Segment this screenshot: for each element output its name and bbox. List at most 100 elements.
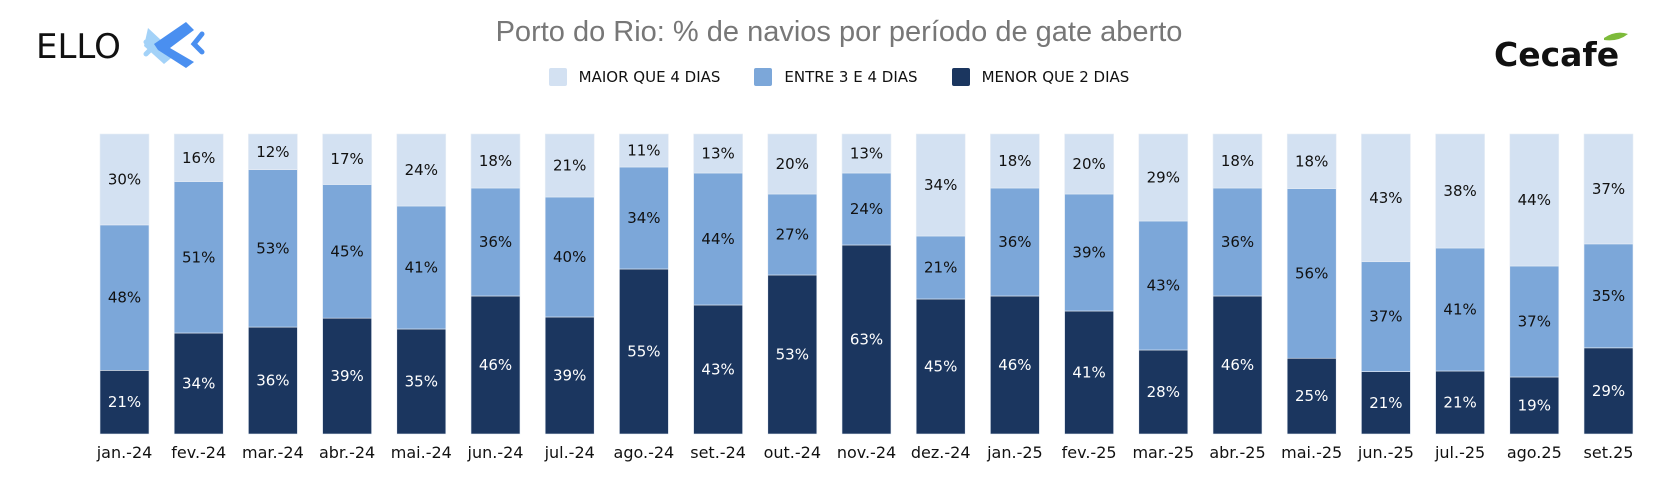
legend-swatch — [754, 68, 773, 86]
legend-swatch — [951, 68, 970, 86]
data-label: 53% — [256, 239, 289, 257]
bar-segment — [990, 295, 1040, 435]
data-label: 39% — [1072, 244, 1105, 262]
data-label: 25% — [1295, 387, 1328, 405]
bar-segment — [248, 133, 298, 170]
data-label: 53% — [776, 346, 809, 364]
bar-segment — [248, 326, 298, 435]
data-label: 46% — [1221, 356, 1254, 374]
x-tick-label: jun.-25 — [1357, 443, 1414, 462]
data-label: 37% — [1592, 180, 1625, 198]
data-label: 41% — [1072, 364, 1105, 382]
x-tick-label: set.-24 — [690, 443, 746, 462]
bar-segment — [1212, 295, 1263, 435]
bar-segment — [841, 133, 892, 174]
bar-segment — [1361, 133, 1411, 263]
data-label: 41% — [1443, 301, 1476, 319]
legend-item: MAIOR QUE 4 DIAS — [548, 68, 720, 86]
x-tick-label: mai.-25 — [1281, 443, 1342, 462]
data-label: 24% — [405, 161, 438, 179]
bar-segment — [1509, 376, 1560, 435]
bar-segment — [915, 235, 966, 300]
chart-title: Porto do Rio: % de navios por período de… — [495, 16, 1183, 48]
x-tick-label: mai.-24 — [391, 443, 452, 462]
bar-segment — [322, 133, 372, 185]
x-tick-label: abr.-25 — [1209, 443, 1265, 462]
bar-segment — [396, 205, 447, 330]
bar-segment — [841, 172, 892, 246]
x-tick-label: jul.-24 — [544, 443, 595, 462]
data-label: 44% — [1518, 191, 1551, 209]
legend-swatch — [548, 68, 567, 86]
bar-segment — [173, 332, 224, 435]
data-label: 55% — [627, 343, 660, 361]
bar-segment — [1583, 347, 1634, 435]
bar-segment — [1138, 349, 1189, 435]
x-tick-label: mar.-25 — [1132, 443, 1194, 462]
data-label: 36% — [1221, 233, 1254, 251]
data-label: 21% — [553, 157, 586, 175]
data-label: 35% — [405, 373, 438, 391]
bar-segment — [1064, 133, 1114, 195]
bar-segment — [1064, 310, 1114, 435]
data-label: 43% — [1369, 189, 1402, 207]
bar-segment — [915, 133, 966, 237]
bar-segment — [99, 133, 150, 226]
data-label: 34% — [182, 375, 215, 393]
x-tick-label: abr.-24 — [319, 443, 375, 462]
bar-segment — [1138, 133, 1189, 222]
data-label: 36% — [998, 233, 1031, 251]
data-label: 63% — [850, 331, 883, 349]
data-label: 43% — [1147, 277, 1180, 295]
data-label: 41% — [405, 259, 438, 277]
data-label: 11% — [627, 142, 660, 160]
data-label: 28% — [1147, 383, 1180, 401]
data-label: 27% — [776, 226, 809, 244]
bar-segment — [841, 244, 892, 435]
data-label: 34% — [627, 209, 660, 227]
data-label: 13% — [850, 145, 883, 163]
data-label: 17% — [330, 150, 363, 168]
data-label: 29% — [1147, 169, 1180, 187]
data-label: 36% — [256, 372, 289, 390]
bar-segment — [990, 187, 1040, 297]
data-label: 24% — [850, 200, 883, 218]
bar-segment — [173, 133, 224, 182]
data-label: 12% — [256, 143, 289, 161]
svg-text:ELLO: ELLO — [36, 27, 121, 67]
bar-segment — [1138, 220, 1189, 351]
bar-segment — [693, 304, 743, 435]
bar-segment — [1435, 370, 1485, 435]
bar-segment — [248, 169, 298, 328]
data-label: 18% — [1221, 152, 1254, 170]
data-label: 18% — [479, 152, 512, 170]
data-label: 37% — [1369, 308, 1402, 326]
data-label: 34% — [924, 176, 957, 194]
data-label: 21% — [1443, 394, 1476, 412]
x-tick-label: fev.-24 — [171, 443, 226, 462]
data-label: 18% — [1295, 152, 1328, 170]
legend: MAIOR QUE 4 DIAS ENTRE 3 E 4 DIAS MENOR QU… — [0, 68, 1678, 86]
data-label: 46% — [998, 356, 1031, 374]
legend-label: MENOR QUE 2 DIAS — [981, 68, 1130, 86]
x-tick-label: jun.-24 — [467, 443, 524, 462]
bar-segment — [1583, 133, 1634, 245]
bar-segment — [619, 133, 669, 168]
bar-segment — [767, 274, 818, 435]
x-tick-label: dez.-24 — [911, 443, 971, 462]
bar-segment — [544, 316, 595, 435]
bar-segment — [1435, 133, 1485, 249]
data-label: 44% — [701, 230, 734, 248]
bar-segment — [544, 133, 595, 198]
cecafe-logo: Cecafe — [1494, 30, 1634, 84]
bar-segment — [322, 317, 372, 435]
bar-segment — [470, 295, 521, 435]
data-label: 45% — [330, 242, 363, 260]
x-tick-label: out.-24 — [764, 443, 821, 462]
x-tick-label: fev.-25 — [1062, 443, 1117, 462]
data-label: 21% — [1369, 394, 1402, 412]
data-label: 39% — [553, 367, 586, 385]
data-label: 43% — [701, 361, 734, 379]
x-tick-label: ago.-24 — [614, 443, 675, 462]
